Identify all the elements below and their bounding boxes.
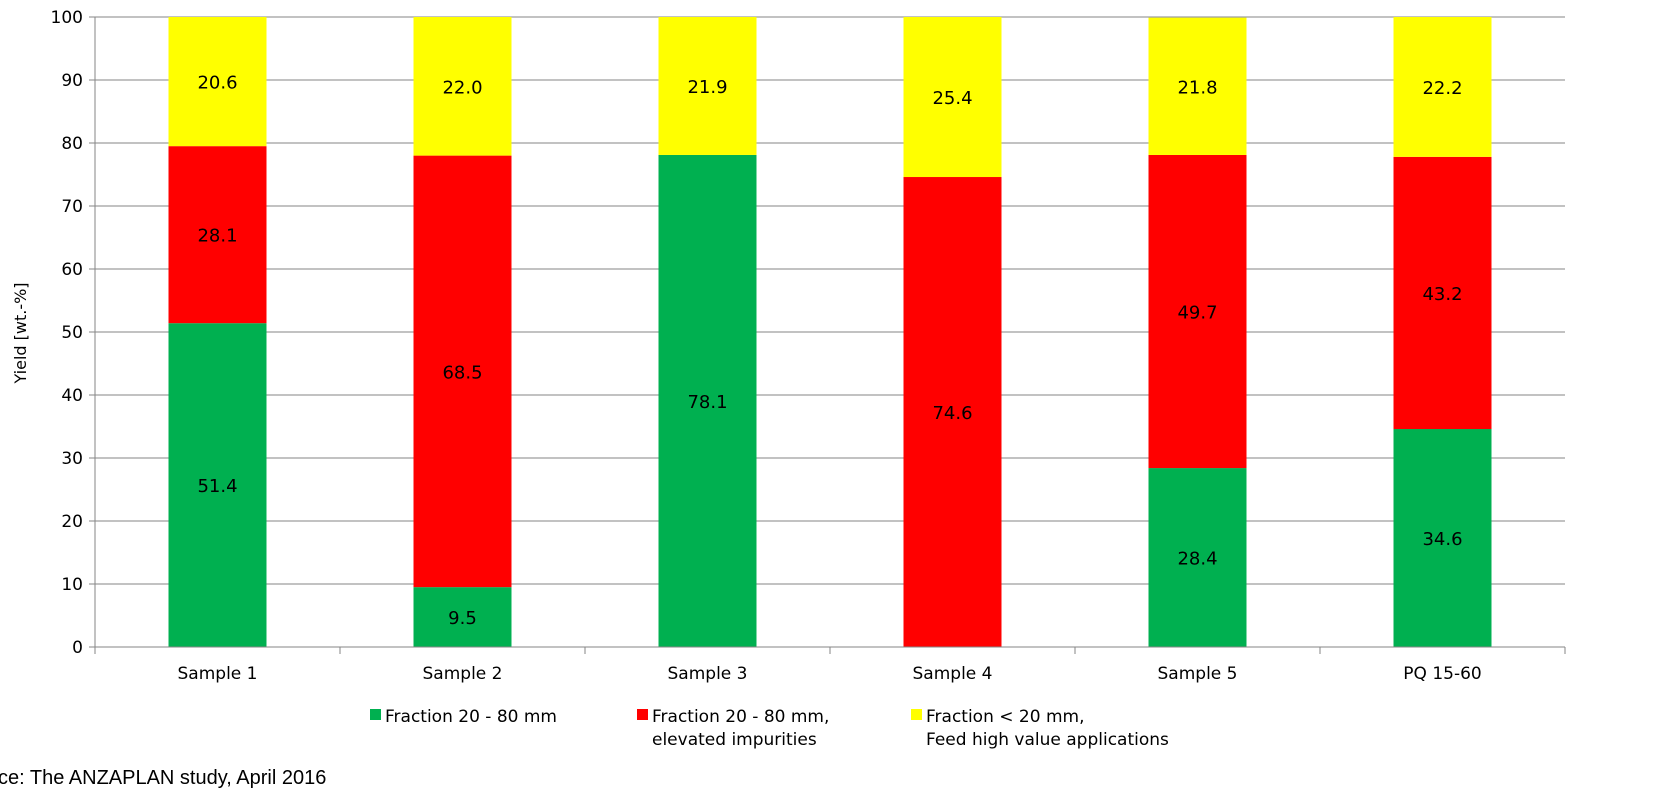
data-label: 78.1 xyxy=(687,392,727,413)
data-label: 28.1 xyxy=(197,226,237,247)
legend-label: Feed high value applications xyxy=(926,730,1169,750)
y-tick-label: 90 xyxy=(61,71,83,91)
bar-segment xyxy=(413,155,512,588)
x-tick-label: Sample 1 xyxy=(178,664,258,684)
bar-segment xyxy=(413,17,512,156)
legend-label: elevated impurities xyxy=(652,730,817,750)
data-label: 20.6 xyxy=(197,73,237,94)
legend-label: Fraction < 20 mm, xyxy=(926,707,1084,727)
bar-segment xyxy=(903,177,1002,647)
y-axis-title: Yield [wt.-%] xyxy=(11,282,30,384)
x-tick-label: Sample 5 xyxy=(1158,664,1238,684)
bars xyxy=(168,17,1492,647)
bar-segment xyxy=(1148,17,1247,155)
y-tick-label: 100 xyxy=(51,8,83,28)
y-tick-label: 0 xyxy=(72,638,83,658)
y-tick-label: 40 xyxy=(61,386,83,406)
legend-label: Fraction 20 - 80 mm, xyxy=(652,707,829,727)
data-labels: 51.4 28.1 20.6 9.5 68.5 22.0 78.1 21.9 74.6 25.4 2… xyxy=(197,73,1462,630)
bar-segment xyxy=(168,17,267,147)
bar-segment xyxy=(1393,429,1492,647)
bar-segment xyxy=(413,587,512,647)
bar-segment xyxy=(658,17,757,155)
data-label: 28.4 xyxy=(1177,549,1217,570)
x-tick-label: PQ 15-60 xyxy=(1403,664,1481,684)
bar-segment xyxy=(658,154,757,647)
bar-segment xyxy=(168,323,267,647)
data-label: 43.2 xyxy=(1422,284,1462,305)
legend-swatch xyxy=(637,709,648,720)
x-tick-label: Sample 3 xyxy=(668,664,748,684)
bar-segment xyxy=(903,17,1002,178)
bar-segment xyxy=(1393,17,1492,157)
data-label: 21.9 xyxy=(687,77,727,98)
data-label: 68.5 xyxy=(442,362,482,383)
x-tick-label: Sample 4 xyxy=(913,664,993,684)
data-label: 34.6 xyxy=(1422,529,1462,550)
y-tick-label: 70 xyxy=(61,197,83,217)
data-label: 51.4 xyxy=(197,476,237,497)
gridlines xyxy=(95,16,1565,585)
legend-swatch xyxy=(911,709,922,720)
y-tick-label: 20 xyxy=(61,512,83,532)
y-tick-label: 50 xyxy=(61,323,83,343)
data-label: 21.8 xyxy=(1177,77,1217,98)
y-tick-label: 10 xyxy=(61,575,83,595)
data-label: 74.6 xyxy=(932,403,972,424)
y-tick-label: 80 xyxy=(61,134,83,154)
legend: Fraction 20 - 80 mm Fraction 20 - 80 mm, e… xyxy=(370,707,1169,750)
legend-label: Fraction 20 - 80 mm xyxy=(385,707,557,727)
data-label: 49.7 xyxy=(1177,303,1217,324)
data-label: 22.2 xyxy=(1422,78,1462,99)
data-label: 22.0 xyxy=(442,77,482,98)
bar-segment xyxy=(1148,154,1247,469)
bar-segment xyxy=(168,146,267,324)
bar-segment xyxy=(1393,156,1492,430)
y-tick-label: 60 xyxy=(61,260,83,280)
data-label: 25.4 xyxy=(932,88,972,109)
data-label: 9.5 xyxy=(448,608,477,629)
source-note: ce: The ANZAPLAN study, April 2016 xyxy=(0,767,326,789)
legend-swatch xyxy=(370,709,381,720)
bar-segment xyxy=(1148,468,1247,647)
y-tick-label: 30 xyxy=(61,449,83,469)
axes: 0 10 20 30 40 50 60 70 80 90 100 Sample 1 Sample 2 Sa… xyxy=(51,8,1566,684)
x-tick-label: Sample 2 xyxy=(423,664,503,684)
